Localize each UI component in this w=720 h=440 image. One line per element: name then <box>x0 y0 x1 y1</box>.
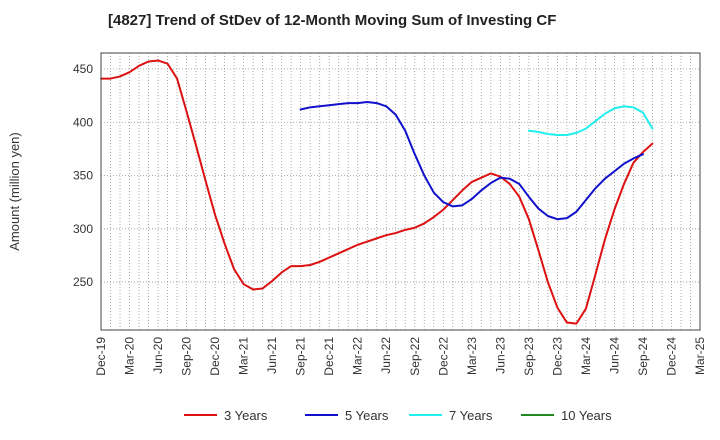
series-lines <box>100 59 654 325</box>
x-tick-label: Sep-21 <box>294 337 308 376</box>
x-tick-label: Mar-25 <box>693 337 707 375</box>
x-tick-label: Sep-23 <box>522 337 536 376</box>
x-tick-label: Dec-22 <box>436 337 450 376</box>
x-tick-label: Sep-20 <box>180 337 194 376</box>
series-line-5-years <box>299 101 644 221</box>
x-tick-label: Dec-24 <box>664 337 678 376</box>
legend-label: 10 Years <box>561 408 612 423</box>
y-tick-label: 250 <box>73 275 93 289</box>
x-tick-label: Dec-21 <box>322 337 336 376</box>
x-tick-label: Mar-22 <box>351 337 365 375</box>
legend-label: 5 Years <box>345 408 389 423</box>
x-tick-label: Dec-20 <box>208 337 222 376</box>
y-tick-label: 350 <box>73 169 93 183</box>
x-tick-label: Sep-24 <box>636 337 650 376</box>
series-line-3-years <box>100 59 654 325</box>
x-tick-label: Jun-24 <box>607 337 621 374</box>
y-axis-title: Amount (million yen) <box>7 132 22 251</box>
legend-label: 7 Years <box>449 408 493 423</box>
x-tick-label: Jun-22 <box>379 337 393 374</box>
x-tick-label: Mar-24 <box>579 337 593 375</box>
y-tick-labels: 250 300 350 400 450 <box>73 62 93 289</box>
x-tick-label: Mar-23 <box>465 337 479 375</box>
x-tick-label: Mar-21 <box>237 337 251 375</box>
plot-frame <box>100 52 701 331</box>
y-tick-label: 300 <box>73 222 93 236</box>
y-tick-label: 400 <box>73 115 93 129</box>
x-tick-label: Mar-20 <box>123 337 137 375</box>
x-tick-label: Sep-22 <box>408 337 422 376</box>
y-tick-label: 450 <box>73 62 93 76</box>
x-tick-label: Dec-23 <box>550 337 564 376</box>
x-tick-labels: Dec-19 Mar-20 Jun-20 Sep-20 Dec-20 Mar-21 Jun-… <box>94 337 707 376</box>
legend: 3 Years 5 Years 7 Years 10 Years <box>184 408 612 423</box>
grid-lines <box>100 53 701 330</box>
x-tick-label: Jun-21 <box>265 337 279 374</box>
legend-label: 3 Years <box>224 408 268 423</box>
x-tick-label: Jun-20 <box>151 337 165 374</box>
x-tick-label: Jun-23 <box>493 337 507 374</box>
x-tick-label: Dec-19 <box>94 337 108 376</box>
chart-title: [4827] Trend of StDev of 12-Month Moving… <box>108 12 557 29</box>
series-line-7-years <box>527 105 654 137</box>
